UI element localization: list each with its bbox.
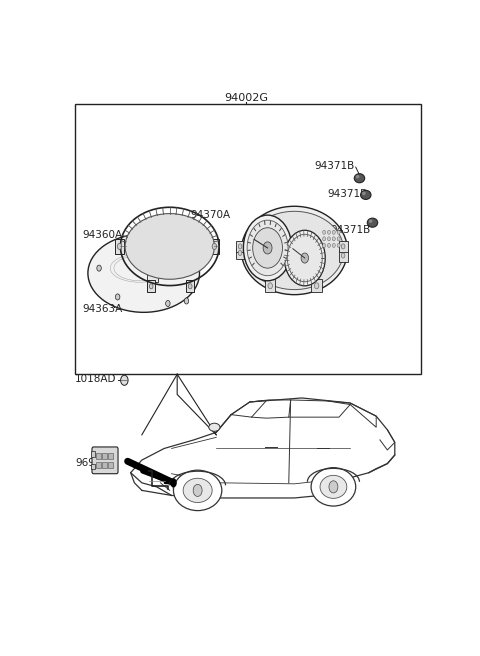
Ellipse shape (367, 218, 378, 227)
Circle shape (327, 243, 330, 247)
Ellipse shape (356, 175, 360, 178)
Ellipse shape (173, 470, 222, 510)
Bar (91, 464, 95, 469)
Bar (96, 453, 101, 459)
Bar (264, 279, 275, 292)
Circle shape (243, 215, 292, 281)
Circle shape (120, 375, 128, 385)
Text: 1018AD: 1018AD (75, 375, 116, 384)
Circle shape (329, 481, 338, 493)
Text: 97281D: 97281D (172, 485, 213, 495)
Bar (311, 279, 322, 292)
Circle shape (184, 237, 189, 243)
Circle shape (314, 283, 319, 289)
Bar (339, 251, 348, 262)
Text: 94370A: 94370A (190, 210, 230, 220)
Circle shape (149, 284, 153, 289)
Ellipse shape (245, 211, 344, 289)
FancyBboxPatch shape (92, 447, 118, 474)
Circle shape (170, 478, 177, 487)
Ellipse shape (369, 219, 372, 223)
Bar (102, 462, 107, 468)
Bar (102, 453, 107, 459)
Circle shape (263, 242, 272, 254)
Circle shape (166, 230, 170, 236)
Circle shape (323, 237, 325, 241)
Circle shape (184, 298, 189, 304)
Ellipse shape (354, 174, 365, 183)
Circle shape (323, 243, 325, 247)
Text: 94002G: 94002G (224, 93, 268, 103)
Circle shape (284, 230, 325, 286)
Bar (210, 239, 219, 254)
Circle shape (337, 237, 340, 241)
Circle shape (252, 228, 282, 268)
Circle shape (332, 237, 335, 241)
Circle shape (341, 244, 345, 249)
Text: 94363A: 94363A (83, 304, 122, 314)
Circle shape (268, 283, 273, 289)
Bar (75, 104, 421, 374)
Bar (186, 279, 194, 293)
Circle shape (332, 230, 335, 234)
Circle shape (238, 251, 242, 255)
Circle shape (327, 230, 330, 234)
Circle shape (212, 243, 216, 249)
Circle shape (117, 243, 122, 249)
Bar (147, 271, 158, 282)
Circle shape (337, 243, 340, 247)
Bar (108, 462, 113, 468)
Ellipse shape (209, 423, 220, 431)
Bar (115, 239, 124, 254)
Circle shape (247, 220, 288, 276)
Bar (236, 248, 244, 259)
Ellipse shape (183, 478, 212, 502)
Text: 94371B: 94371B (331, 225, 371, 236)
Circle shape (238, 244, 242, 249)
Bar (91, 451, 95, 457)
Circle shape (323, 230, 325, 234)
Ellipse shape (362, 192, 366, 195)
Ellipse shape (125, 214, 215, 279)
Circle shape (341, 253, 345, 258)
Circle shape (193, 484, 202, 497)
Text: 96985: 96985 (75, 458, 108, 468)
Circle shape (166, 300, 170, 306)
Ellipse shape (311, 468, 356, 506)
Circle shape (332, 243, 335, 247)
Bar (147, 279, 155, 293)
Ellipse shape (360, 190, 371, 199)
Bar (339, 241, 348, 253)
Circle shape (337, 230, 340, 234)
Circle shape (327, 237, 330, 241)
Bar (108, 453, 113, 459)
Text: 94371B: 94371B (315, 161, 355, 171)
Circle shape (288, 234, 322, 282)
Ellipse shape (320, 476, 347, 499)
Circle shape (97, 265, 101, 271)
Ellipse shape (88, 234, 200, 312)
Bar (236, 241, 244, 253)
Ellipse shape (241, 206, 348, 295)
Bar (96, 462, 101, 468)
Text: 94360A: 94360A (83, 230, 122, 240)
Circle shape (115, 294, 120, 300)
Text: 94371B: 94371B (328, 189, 368, 199)
Circle shape (301, 253, 309, 263)
Circle shape (188, 284, 192, 289)
